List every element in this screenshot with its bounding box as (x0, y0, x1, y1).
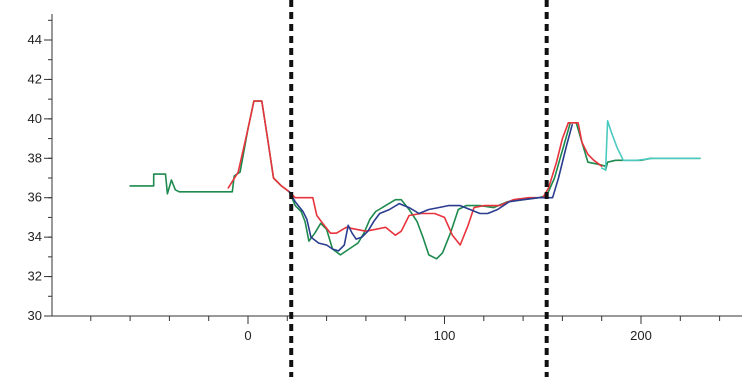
series-group (129, 100, 701, 260)
series-line-2 (227, 100, 603, 246)
y-tick-label: 44 (28, 32, 42, 47)
y-tick-label: 38 (28, 150, 42, 165)
y-tick-label: 32 (28, 269, 42, 284)
x-tick-label: 200 (630, 328, 652, 343)
series-line-1 (129, 100, 701, 260)
y-tick-label: 40 (28, 111, 42, 126)
y-tick-label: 30 (28, 308, 42, 323)
series-line-3 (288, 124, 573, 252)
y-tick-label: 34 (28, 229, 42, 244)
series-line-4 (600, 120, 701, 171)
axes: 30 32 34 36 38 40 42 44 0 100 200 (28, 14, 742, 343)
y-tick-label: 36 (28, 190, 42, 205)
x-tick-label: 0 (244, 328, 251, 343)
reference-lines (289, 0, 549, 377)
y-tick-label: 42 (28, 71, 42, 86)
x-tick-label: 100 (434, 328, 456, 343)
